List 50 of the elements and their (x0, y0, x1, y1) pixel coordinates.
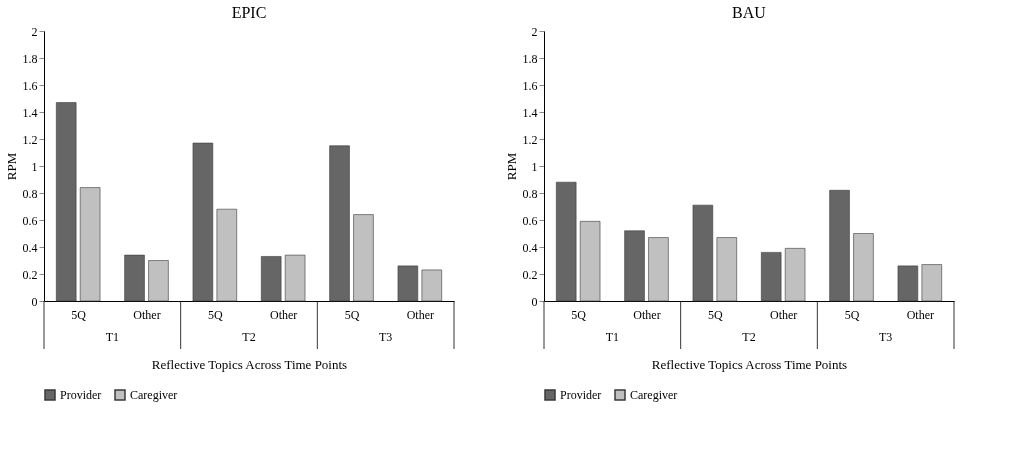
x-axis-title: Reflective Topics Across Time Points (151, 356, 348, 372)
y-tick-label: 0.2 (22, 267, 38, 282)
x-tick-label: Other (906, 307, 934, 322)
y-tick-label: 0.2 (522, 267, 538, 282)
text: T2 (742, 330, 756, 344)
y-tick-label: 1.2 (22, 132, 38, 147)
y-tick-label: 0.6 (522, 213, 538, 228)
x-tick-label: 5Q (571, 307, 587, 322)
y-tick-label: 0.6 (22, 213, 38, 228)
x-tick-label: 5Q (708, 307, 723, 322)
chart-title: BAU (732, 4, 767, 21)
text: T3 (378, 330, 393, 344)
x-tick-label: Other (270, 307, 298, 322)
y-tick-label: 0.8 (22, 186, 38, 201)
x-axis-title: Reflective Topics Across Time Points (651, 356, 848, 372)
y-tick-label: 1.4 (22, 105, 38, 120)
x-tick-label: Other (406, 307, 434, 322)
x-tick-label: Other (133, 307, 161, 322)
y-tick-label: 2 (531, 24, 538, 39)
chart-title: EPIC (231, 4, 267, 21)
y-tick-label: 2 (31, 24, 38, 39)
y-tick-label: 1.2 (522, 132, 538, 147)
y-tick-label: 0 (531, 294, 538, 309)
y-tick-label: 1.6 (522, 78, 538, 93)
legend-label: Caregiver (630, 388, 678, 402)
legend-label: Provider (560, 388, 602, 402)
legend-label: Caregiver (130, 388, 178, 402)
y-tick-label: 1.8 (522, 51, 538, 66)
text: T1 (105, 330, 120, 344)
x-tick-label: 5Q (71, 307, 87, 322)
y-tick-label: 0.4 (522, 240, 538, 255)
y-axis-title: RPM (3, 152, 19, 181)
y-axis-title: RPM (503, 152, 519, 181)
x-tick-label: 5Q (844, 307, 860, 322)
y-tick-label: 1 (31, 159, 38, 174)
y-tick-label: 0.8 (522, 186, 538, 201)
text: T2 (242, 330, 256, 344)
x-tick-label: 5Q (344, 307, 360, 322)
y-tick-label: 1 (531, 159, 538, 174)
y-tick-label: 1.6 (22, 78, 38, 93)
x-tick-label: 5Q (208, 307, 223, 322)
y-tick-label: 0.4 (22, 240, 38, 255)
y-tick-label: 1.8 (22, 51, 38, 66)
text: T3 (878, 330, 893, 344)
y-tick-label: 1.4 (522, 105, 538, 120)
x-tick-label: Other (770, 307, 798, 322)
x-tick-label: Other (633, 307, 661, 322)
y-tick-label: 0 (31, 294, 38, 309)
legend-label: Provider (60, 388, 102, 402)
text: T1 (605, 330, 620, 344)
